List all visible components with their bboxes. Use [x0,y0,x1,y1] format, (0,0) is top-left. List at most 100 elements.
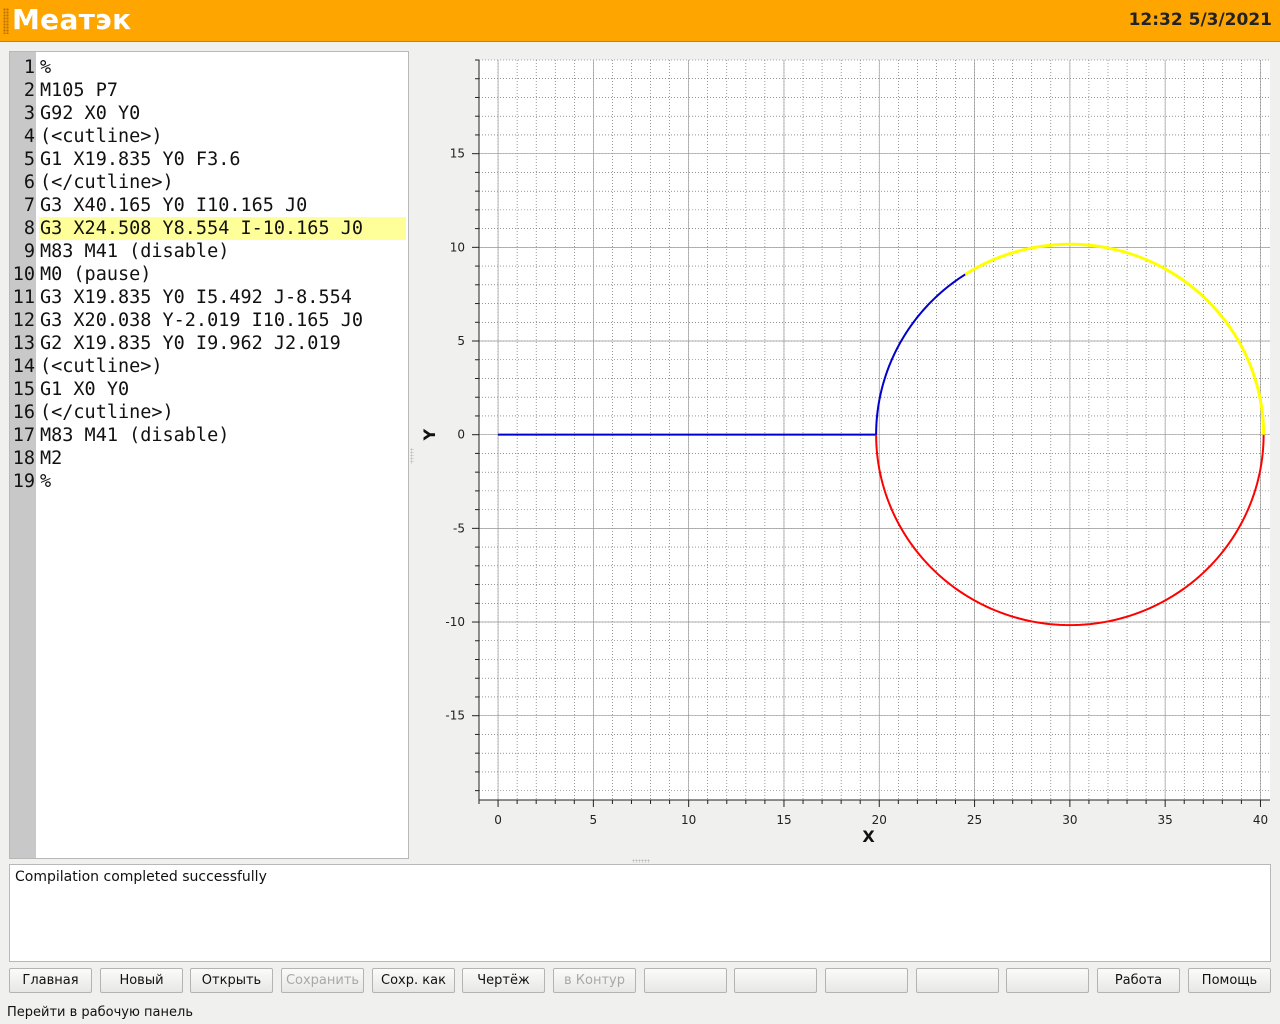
button-13[interactable]: Работа [1097,968,1180,993]
x-axis-label: X [862,827,875,846]
code-text[interactable]: % [40,57,52,78]
code-line[interactable]: 7 G3 X40.165 Y0 I10.165 J0 [10,194,405,217]
line-number: 1 [23,57,35,78]
code-text[interactable]: M2 [40,448,63,469]
line-number: 2 [23,80,35,101]
code-line[interactable]: 16 (</cutline>) [10,401,405,424]
line-number: 13 [12,333,35,354]
y-tick-label: 5 [457,334,465,348]
code-line[interactable]: 15 G1 X0 Y0 [10,378,405,401]
line-number: 10 [12,264,35,285]
code-text[interactable]: G92 X0 Y0 [40,103,141,124]
code-text[interactable]: G3 X40.165 Y0 I10.165 J0 [40,195,308,216]
toolpath-plot[interactable]: 0 5 10 15 20 25 30 35 40 -15 -10 -5 0 5 10 15 X Y [418,51,1270,859]
y-tick-label: -10 [445,615,465,629]
app-title: Меатэк [12,3,132,36]
code-text[interactable]: (</cutline>) [40,402,174,423]
code-line[interactable]: 17 M83 M41 (disable) [10,424,405,447]
code-text[interactable]: G3 X19.835 Y0 I5.492 J-8.554 [40,287,352,308]
line-number: 18 [12,448,35,469]
button-5[interactable]: Сохр. как [372,968,455,993]
code-text[interactable]: (<cutline>) [40,126,163,147]
code-text[interactable]: M83 M41 (disable) [40,425,230,446]
x-tick-label: 5 [590,813,598,827]
line-number: 17 [12,425,35,446]
empty-button-12 [1006,968,1089,993]
code-line[interactable]: 9 M83 M41 (disable) [10,240,405,263]
empty-button-8 [644,968,727,993]
toolpath-plot-svg: 0 5 10 15 20 25 30 35 40 -15 -10 -5 0 5 10 15 X Y [420,59,1270,846]
code-line[interactable]: 13 G2 X19.835 Y0 I9.962 J2.019 [10,332,405,355]
y-tick-label: -5 [453,521,465,535]
message-log: Compilation completed successfully [9,864,1271,962]
x-tick-label: 40 [1253,813,1268,827]
button-14[interactable]: Помощь [1188,968,1271,993]
y-axis-label: Y [420,428,439,441]
line-number: 15 [12,379,35,400]
horizontal-splitter-handle[interactable] [632,859,650,863]
empty-button-9 [734,968,817,993]
line-number: 19 [12,471,35,492]
code-line[interactable]: 5 G1 X19.835 Y0 F3.6 [10,148,405,171]
code-line[interactable]: 4 (<cutline>) [10,125,405,148]
code-text[interactable]: G1 X0 Y0 [40,379,130,400]
code-line[interactable]: 19% [10,470,405,493]
plot-area [479,60,1270,800]
code-text[interactable]: G2 X19.835 Y0 I9.962 J2.019 [40,333,341,354]
code-line[interactable]: 8 G3 X24.508 Y8.554 I-10.165 J0 [10,217,406,240]
status-bar-text: Перейти в рабочую панель [7,1005,193,1020]
button-6[interactable]: Чертёж [462,968,545,993]
code-text[interactable]: G1 X19.835 Y0 F3.6 [40,149,241,170]
message-text: Compilation completed successfully [15,869,267,885]
gcode-editor[interactable]: 1% 2 M105 P7 3 G92 X0 Y0 4 (<cutline>) 5 G1 X19.… [9,51,409,859]
code-line[interactable]: 12 G3 X20.038 Y-2.019 I10.165 J0 [10,309,405,332]
x-tick-label: 25 [967,813,982,827]
clock: 12:32 5/3/2021 [1128,10,1272,30]
button-2[interactable]: Новый [100,968,183,993]
toolpath-arc-3 [964,242,1266,435]
code-text[interactable]: M83 M41 (disable) [40,241,230,262]
code-text[interactable]: G3 X20.038 Y-2.019 I10.165 J0 [40,310,364,331]
line-number: 5 [23,149,35,170]
code-text[interactable]: (</cutline>) [40,172,174,193]
line-number-gutter [10,52,36,858]
x-tick-label: 10 [681,813,696,827]
y-tick-label: 10 [450,240,465,254]
code-line[interactable]: 11 G3 X19.835 Y0 I5.492 J-8.554 [10,286,405,309]
button-4: Сохранить [281,968,364,993]
code-line[interactable]: 2 M105 P7 [10,79,405,102]
x-tick-label: 20 [872,813,887,827]
line-number: 16 [12,402,35,423]
x-tick-label: 30 [1062,813,1077,827]
code-line[interactable]: 3 G92 X0 Y0 [10,102,405,125]
line-number: 4 [23,126,35,147]
code-text[interactable]: % [40,471,52,492]
line-number: 14 [12,356,35,377]
empty-button-10 [825,968,908,993]
empty-button-11 [916,968,999,993]
code-text[interactable]: G3 X24.508 Y8.554 I-10.165 J0 [39,217,406,240]
code-text[interactable]: M105 P7 [40,80,118,101]
x-tick-label: 0 [494,813,502,827]
line-number: 8 [23,218,35,239]
code-text[interactable]: M0 (pause) [40,264,152,285]
y-tick-label: 15 [450,147,465,161]
button-3[interactable]: Открыть [190,968,273,993]
code-line[interactable]: 14 (<cutline>) [10,355,405,378]
button-7: в Контур [553,968,636,993]
line-number: 12 [12,310,35,331]
vertical-splitter-handle[interactable] [410,448,414,464]
code-line[interactable]: 10 M0 (pause) [10,263,405,286]
drag-handle-icon[interactable] [3,8,9,34]
line-number: 7 [23,195,35,216]
line-number: 3 [23,103,35,124]
code-line[interactable]: 1% [10,56,405,79]
y-tick-label: -15 [445,709,465,723]
button-1[interactable]: Главная [9,968,92,993]
code-text[interactable]: (<cutline>) [40,356,163,377]
code-line[interactable]: 18 M2 [10,447,405,470]
code-line[interactable]: 6 (</cutline>) [10,171,405,194]
line-number: 9 [23,241,35,262]
button-bar: Главная Новый Открыть Сохранить Сохр. как Чер… [9,968,1271,994]
y-tick-label: 0 [457,428,465,442]
